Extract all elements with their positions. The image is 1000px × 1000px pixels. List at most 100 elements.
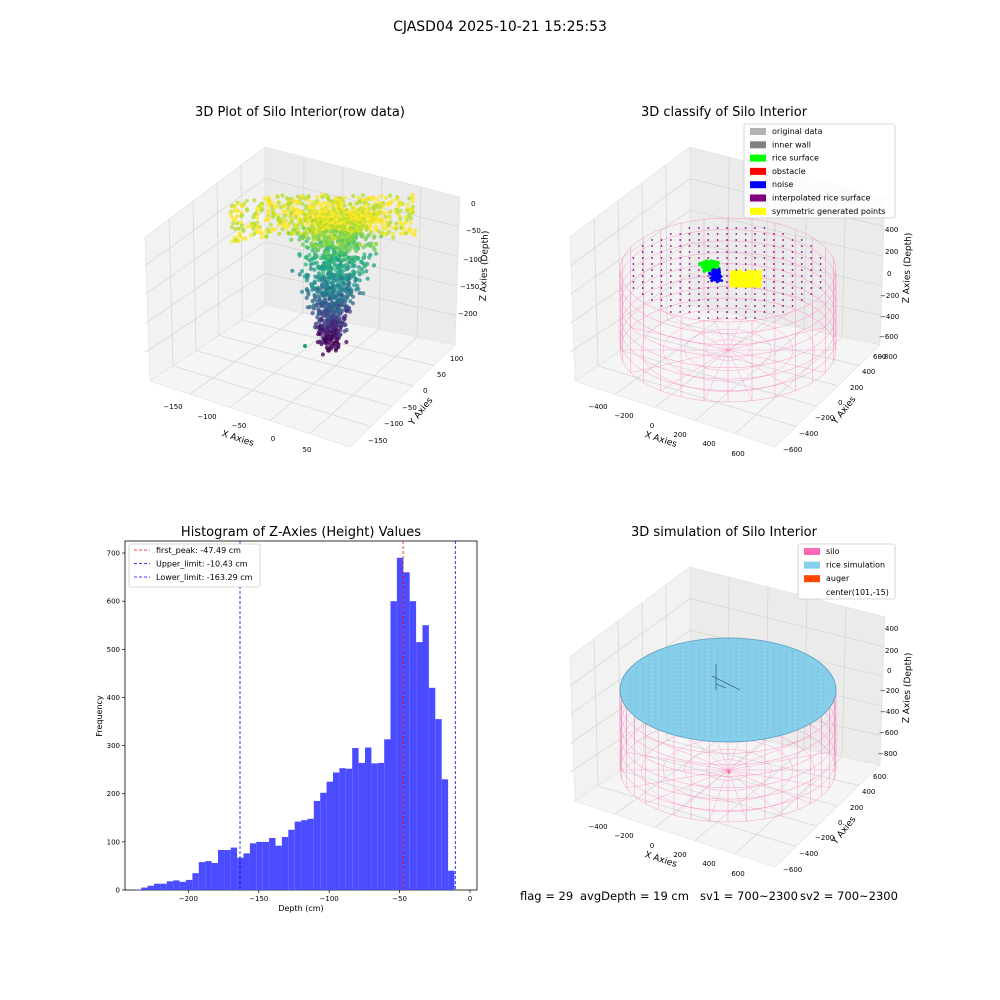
data-point <box>285 203 291 208</box>
data-point <box>351 283 357 288</box>
rice-mesh-node <box>717 687 719 689</box>
rice-mesh-node <box>654 675 656 677</box>
rice-mesh-node <box>642 703 644 705</box>
rice-mesh-node <box>685 723 687 725</box>
data-point <box>412 228 418 233</box>
rice-mesh-node <box>754 647 756 649</box>
data-point <box>319 342 324 347</box>
rice-mesh-node <box>723 671 725 673</box>
data-point <box>266 208 271 213</box>
rice-mesh-node <box>816 695 818 697</box>
interpolated-point <box>772 269 775 271</box>
data-point <box>398 231 403 236</box>
rice-mesh-node <box>654 719 656 721</box>
data-point <box>407 196 412 201</box>
interpolated-point <box>726 227 728 229</box>
data-point <box>371 205 377 210</box>
interpolated-point <box>782 299 784 301</box>
rice-mesh-node <box>823 675 825 677</box>
rice-mesh-node <box>729 647 731 649</box>
rice-mesh-node <box>635 691 638 693</box>
rice-mesh-node <box>754 727 756 729</box>
rice-mesh-node <box>729 691 731 693</box>
histogram-bar <box>441 779 449 890</box>
rice-mesh-node <box>723 647 725 649</box>
rice-mesh-node <box>766 703 769 705</box>
rice-mesh-node <box>735 719 737 721</box>
data-point <box>315 315 320 320</box>
rice-mesh-node <box>816 667 818 669</box>
rice-mesh-node <box>692 651 694 653</box>
rice-mesh-node <box>798 671 800 673</box>
legend-label: rice simulation <box>826 561 885 570</box>
rice-mesh-node <box>816 671 818 673</box>
rice-mesh-node <box>754 699 756 701</box>
data-point <box>264 234 269 239</box>
rice-mesh-node <box>673 687 675 689</box>
rice-mesh-node <box>748 679 750 681</box>
legend-label: silo <box>826 547 840 556</box>
symmetric-point <box>759 269 763 273</box>
interpolated-point <box>716 257 719 259</box>
interpolated-point <box>716 245 719 247</box>
rice-mesh-node <box>717 703 719 705</box>
rice-mesh-node <box>779 719 781 721</box>
interpolated-point <box>763 239 766 241</box>
symmetric-point <box>733 284 737 288</box>
data-point <box>281 204 287 209</box>
data-point <box>244 198 249 203</box>
rice-mesh-node <box>779 691 781 693</box>
interpolated-point <box>632 275 635 277</box>
rice-mesh-node <box>717 691 719 693</box>
rice-mesh-node <box>810 683 812 685</box>
raw-ytick: 50 <box>437 371 446 379</box>
simulation-ztick: 400 <box>885 625 898 633</box>
simulation-ztick: −600 <box>879 729 898 737</box>
rice-mesh-node <box>642 707 644 709</box>
interpolated-point <box>679 257 682 259</box>
rice-mesh-node <box>710 695 712 697</box>
rice-mesh-node <box>710 703 712 705</box>
silo-ring <box>706 759 750 781</box>
rice-mesh-node <box>742 703 744 705</box>
silo-ring <box>641 308 815 392</box>
silo-spoke <box>660 349 729 391</box>
rice-mesh-node <box>673 707 675 709</box>
symmetric-point <box>755 276 759 280</box>
rice-mesh-node <box>698 643 700 645</box>
rice-mesh-node <box>673 695 675 697</box>
interpolated-point <box>651 281 653 283</box>
rice-mesh-node <box>729 727 731 729</box>
interpolated-point <box>819 275 822 277</box>
rice-mesh-node <box>766 715 769 717</box>
grid-line <box>144 273 266 353</box>
rice-mesh-node <box>754 695 756 697</box>
rice-mesh-node <box>773 727 775 729</box>
rice-mesh-node <box>810 663 812 665</box>
rice-mesh-node <box>642 679 644 681</box>
data-point <box>353 278 358 284</box>
rice-mesh-node <box>742 671 744 673</box>
data-point <box>299 289 305 294</box>
interpolated-point <box>735 245 738 247</box>
histogram-bar <box>134 889 142 890</box>
histogram-bar <box>435 719 442 890</box>
rice-mesh-node <box>717 651 719 653</box>
rice-mesh-node <box>642 675 644 677</box>
data-point <box>286 207 291 212</box>
data-point <box>371 235 377 240</box>
interpolated-point <box>651 257 653 259</box>
silo-spoke <box>703 299 729 351</box>
data-point <box>273 227 278 232</box>
rice-mesh-node <box>785 711 787 713</box>
rice-mesh-node <box>635 711 638 713</box>
classify-tick-labels: −400 −200 0 200 400 600 600 400 200 0 −2… <box>588 226 899 458</box>
rice-mesh-node <box>679 647 681 649</box>
interpolated-point <box>810 263 813 265</box>
silo-spoke <box>727 349 826 373</box>
interpolated-point <box>800 299 803 301</box>
data-point <box>324 201 329 206</box>
rice-mesh-node <box>748 687 750 689</box>
rice-mesh-node <box>773 671 775 673</box>
data-point <box>350 301 355 306</box>
